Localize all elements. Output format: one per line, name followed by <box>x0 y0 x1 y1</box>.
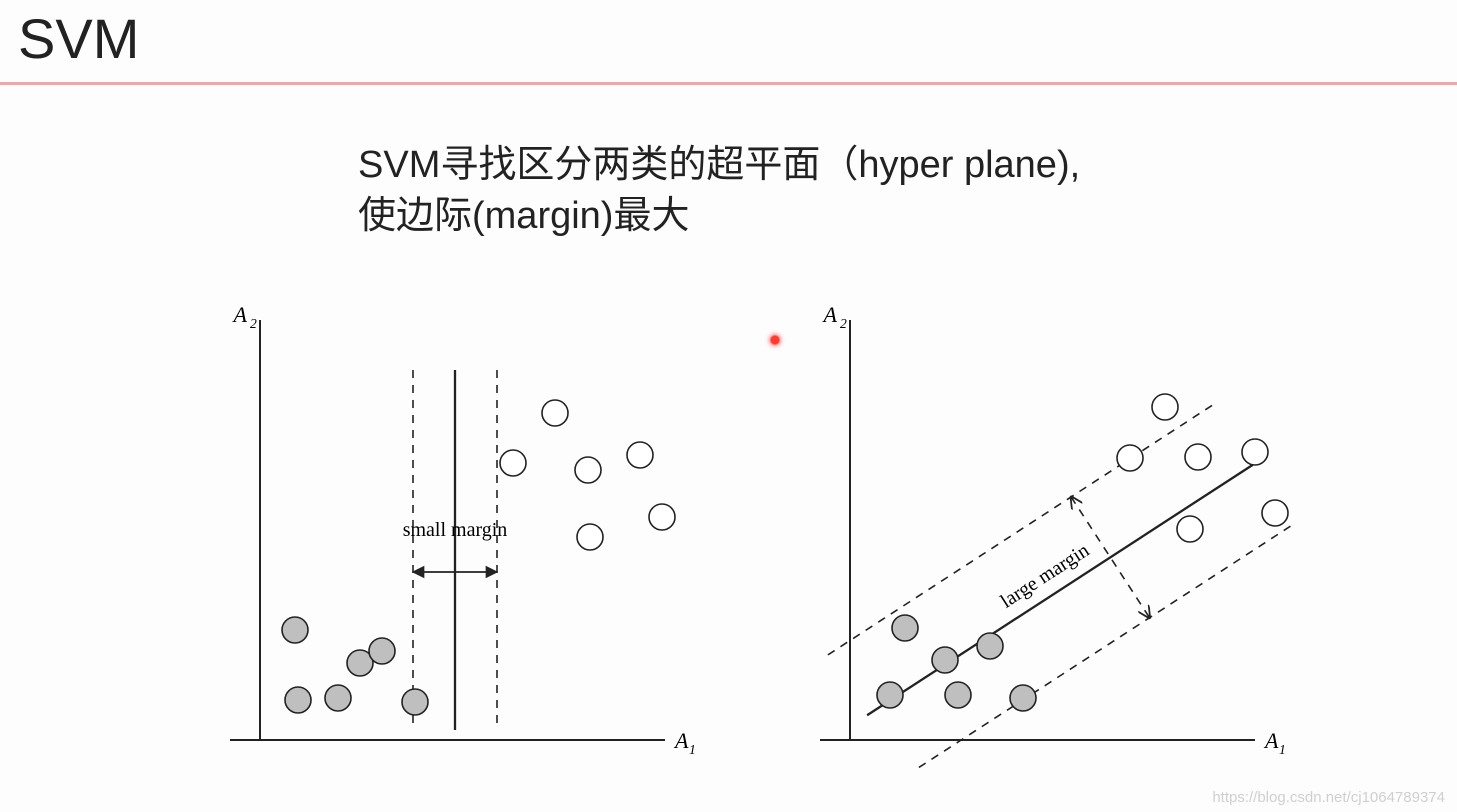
subtitle-line2: 使边际(margin)最大 <box>358 195 689 237</box>
svg-text:2: 2 <box>840 316 847 331</box>
svg-text:A: A <box>1263 728 1279 753</box>
svg-text:small margin: small margin <box>403 519 508 541</box>
svm-diagram: A2A1small marginA2A1large margin <box>200 300 1320 770</box>
svg-text:2: 2 <box>250 316 257 331</box>
watermark: https://blog.csdn.net/cj1064789374 <box>1212 789 1445 806</box>
svg-text:1: 1 <box>689 742 696 757</box>
svg-text:A: A <box>673 728 689 753</box>
svg-text:A: A <box>822 302 838 327</box>
svg-text:large margin: large margin <box>997 539 1094 612</box>
svg-text:A: A <box>232 302 248 327</box>
svg-text:1: 1 <box>1279 742 1286 757</box>
diagram-area: A2A1small marginA2A1large margin <box>200 300 1320 770</box>
title-underline <box>0 82 1457 85</box>
page-title: SVM <box>18 6 139 71</box>
subtitle: SVM寻找区分两类的超平面（hyper plane), 使边际(margin)最… <box>358 140 1080 243</box>
subtitle-line1: SVM寻找区分两类的超平面（hyper plane), <box>358 144 1080 186</box>
